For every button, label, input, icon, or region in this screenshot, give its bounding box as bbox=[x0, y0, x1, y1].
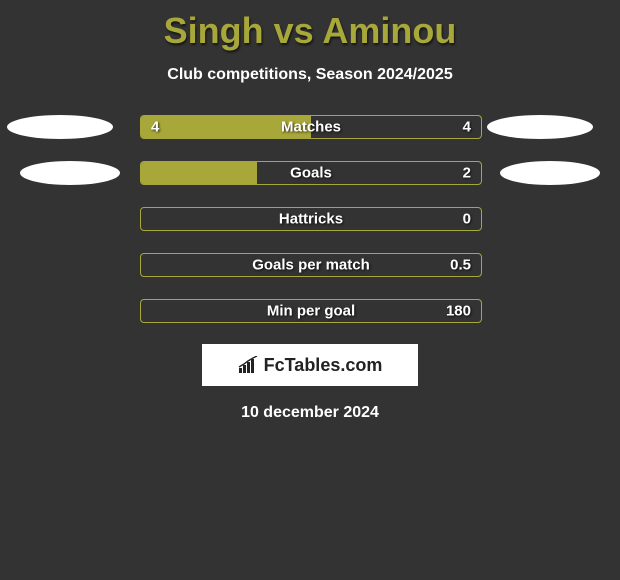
subtitle: Club competitions, Season 2024/2025 bbox=[0, 66, 620, 84]
bar-track: 4 Matches 4 bbox=[140, 115, 482, 139]
bar-label: Min per goal bbox=[141, 303, 481, 320]
bar-label: Goals per match bbox=[141, 257, 481, 274]
right-value: 0 bbox=[463, 211, 471, 228]
bar-chart-icon bbox=[238, 356, 260, 374]
player-left-ellipse bbox=[20, 161, 120, 185]
page-title: Singh vs Aminou bbox=[0, 0, 620, 52]
comparison-chart: 4 Matches 4 Goals 2 Hattricks 0 Goals pe… bbox=[0, 114, 620, 324]
bar-track: Goals per match 0.5 bbox=[140, 253, 482, 277]
bar-track: Min per goal 180 bbox=[140, 299, 482, 323]
stat-row-goals-per-match: Goals per match 0.5 bbox=[0, 252, 620, 278]
player-right-ellipse bbox=[487, 115, 593, 139]
stat-row-matches: 4 Matches 4 bbox=[0, 114, 620, 140]
player-right-ellipse bbox=[500, 161, 600, 185]
right-value: 2 bbox=[463, 165, 471, 182]
right-value: 0.5 bbox=[450, 257, 471, 274]
right-value: 180 bbox=[446, 303, 471, 320]
left-value: 4 bbox=[151, 119, 159, 136]
bar-track: Hattricks 0 bbox=[140, 207, 482, 231]
bar-track: Goals 2 bbox=[140, 161, 482, 185]
stat-row-hattricks: Hattricks 0 bbox=[0, 206, 620, 232]
title-text: Singh vs Aminou bbox=[164, 10, 457, 51]
bar-label: Hattricks bbox=[141, 211, 481, 228]
logo-box: FcTables.com bbox=[202, 344, 418, 386]
logo-text: FcTables.com bbox=[264, 355, 383, 376]
date-text: 10 december 2024 bbox=[0, 404, 620, 422]
stat-row-min-per-goal: Min per goal 180 bbox=[0, 298, 620, 324]
bar-fill bbox=[141, 116, 311, 138]
bar-fill bbox=[141, 162, 257, 184]
player-left-ellipse bbox=[7, 115, 113, 139]
right-value: 4 bbox=[463, 119, 471, 136]
stat-row-goals: Goals 2 bbox=[0, 160, 620, 186]
